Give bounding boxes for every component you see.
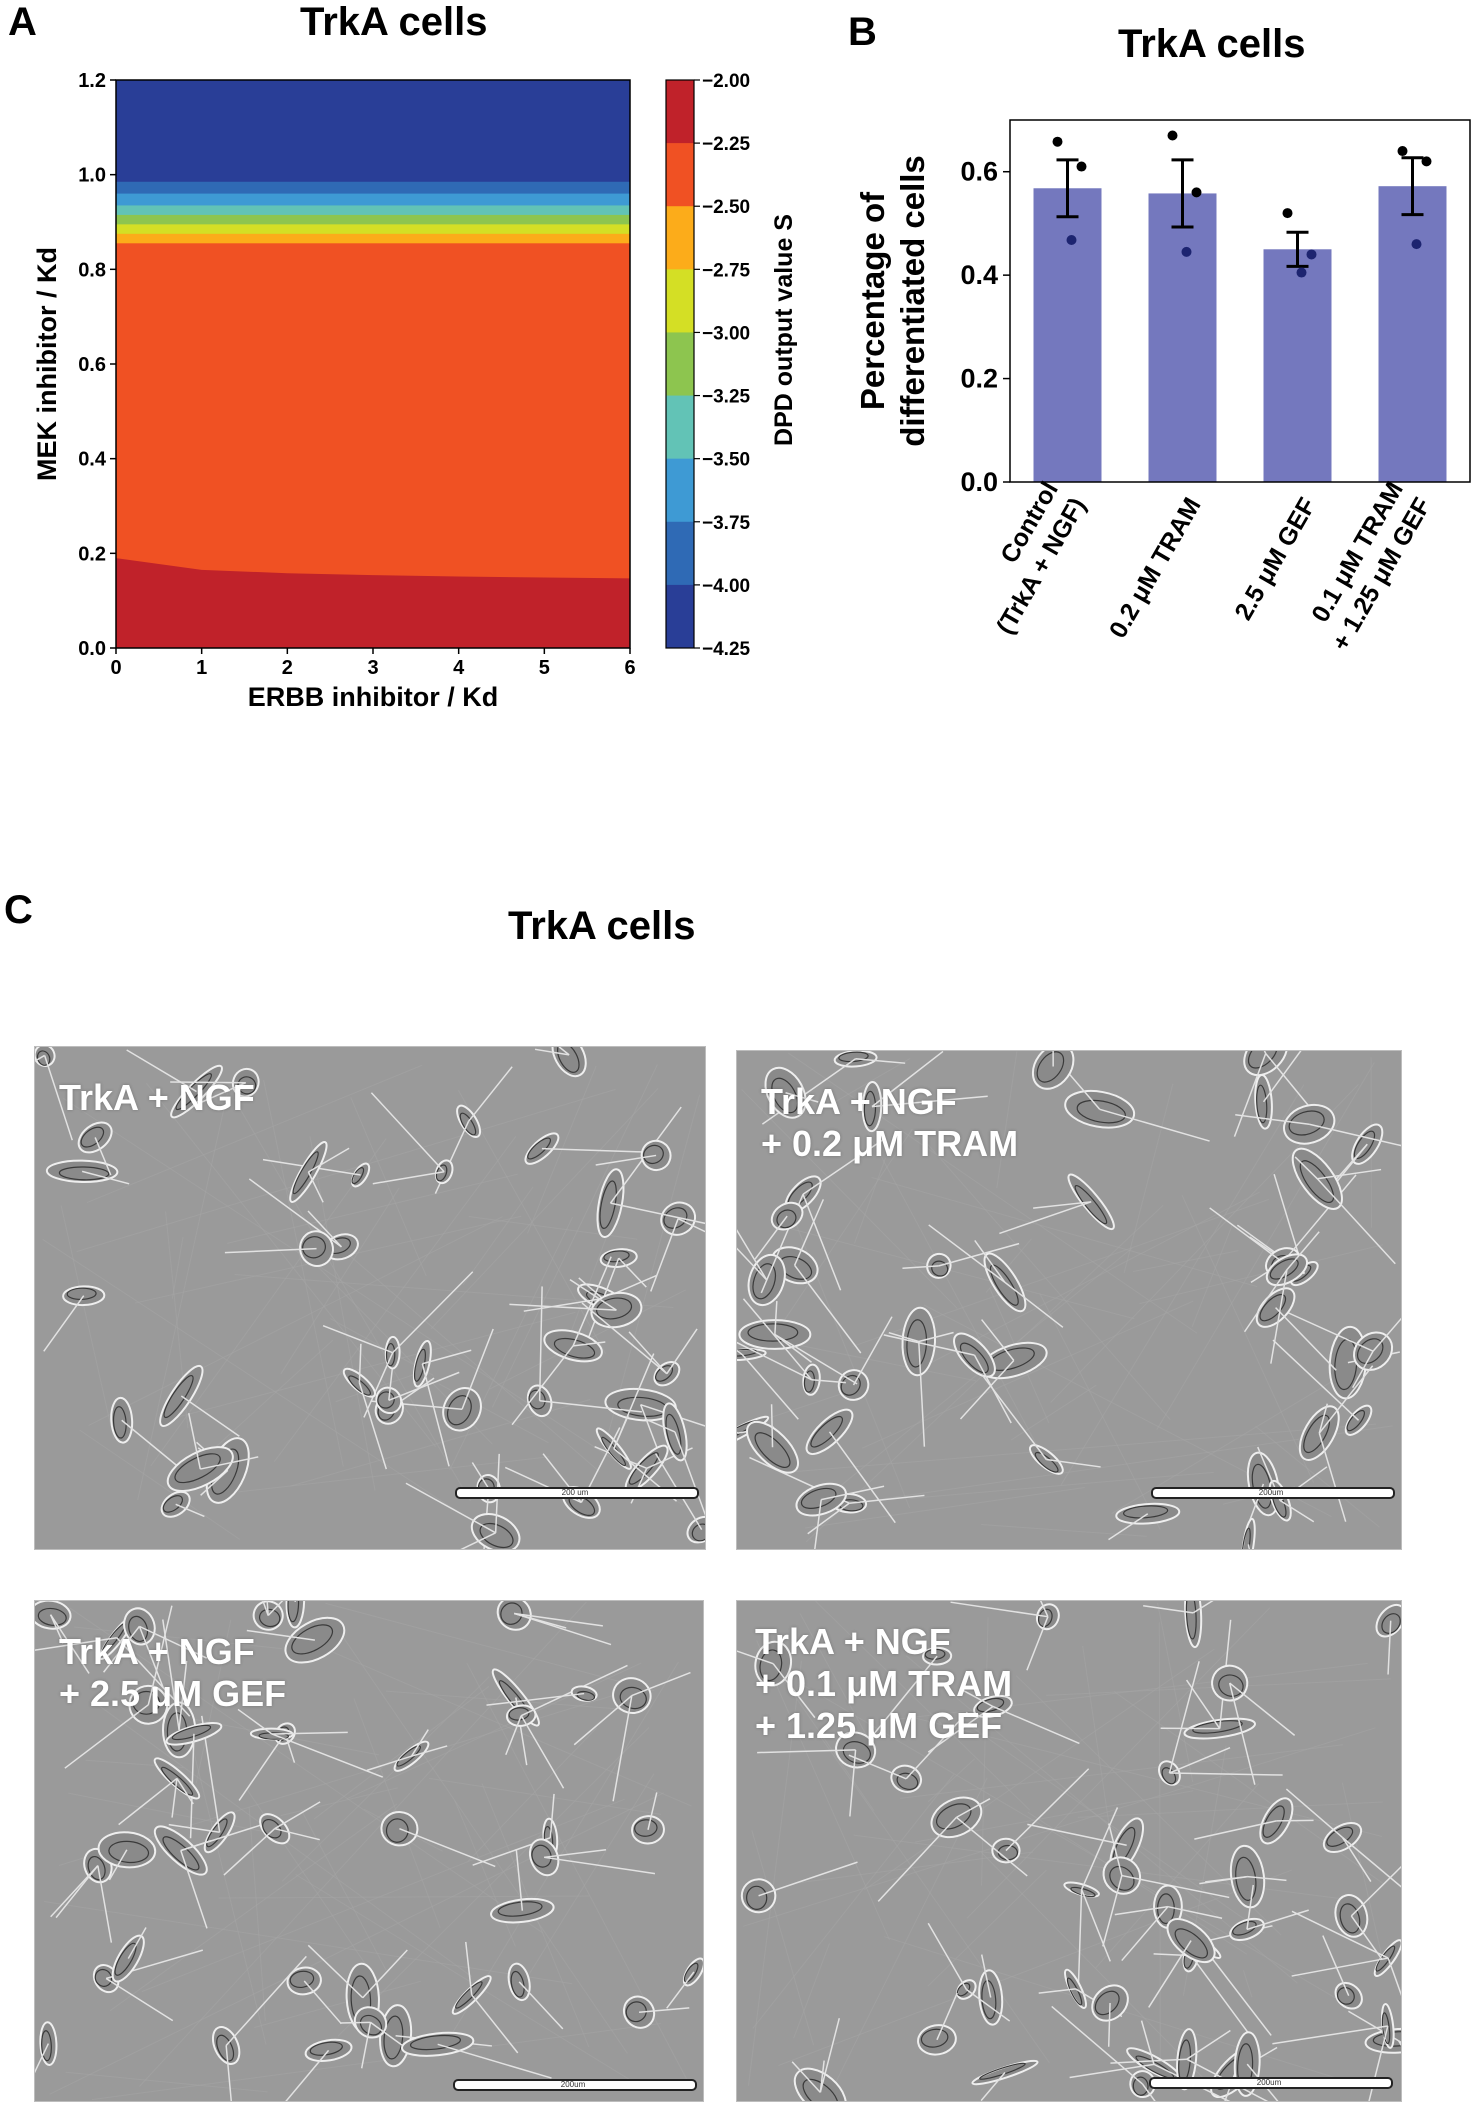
colorbar-level	[666, 585, 694, 649]
bar-2	[1264, 249, 1332, 482]
data-point	[1053, 137, 1063, 147]
colorbar-tick-label: −4.25	[702, 639, 751, 660]
micrograph-3: TrkA + NGF + 2.5 μM GEF 200um	[34, 1600, 704, 2102]
scale-text-1: 200 um	[545, 1488, 605, 1497]
scale-text-4: 200um	[1239, 2078, 1299, 2087]
panel-a-title: TrkA cells	[300, 0, 488, 45]
colorbar-level	[666, 80, 694, 144]
data-point	[1192, 187, 1202, 197]
data-point	[1283, 208, 1293, 218]
colorbar-tick-label: −3.00	[702, 323, 750, 344]
micrograph-4-label: TrkA + NGF + 0.1 μM TRAM + 1.25 μM GEF	[755, 1621, 1012, 1747]
bar-y-tick-label: 0.0	[960, 467, 998, 497]
data-point	[1168, 131, 1178, 141]
category-label: 0.2 μM TRAM	[1104, 493, 1207, 643]
colorbar-tick-label: −2.25	[702, 134, 751, 155]
bar-y-axis-label: Percentage ofdifferentiated cells	[854, 155, 931, 447]
bar-y-tick-label: 0.2	[960, 364, 998, 394]
x-axis-label: ERBB inhibitor / Kd	[248, 682, 498, 712]
colorbar-tick-label: −3.50	[702, 450, 750, 471]
category-label-group: Control(TrkA + NGF)	[963, 477, 1091, 639]
x-tick-label: 6	[624, 657, 635, 679]
colorbar-tick-label: −2.50	[702, 197, 750, 218]
x-tick-label: 0	[110, 657, 121, 679]
scale-text-3: 200um	[543, 2080, 603, 2089]
bar-3	[1379, 186, 1447, 482]
data-point	[1412, 239, 1422, 249]
panel-letter-b: B	[848, 10, 877, 55]
bar-y-axis-label-line: differentiated cells	[894, 155, 931, 447]
colorbar-level	[666, 332, 694, 396]
panel-letter-a: A	[8, 0, 37, 45]
data-point	[1307, 249, 1317, 259]
x-tick-label: 4	[453, 657, 465, 679]
panel-c-title: TrkA cells	[508, 904, 696, 949]
colorbar-tick-label: −2.75	[702, 260, 751, 281]
neurite	[772, 1404, 773, 1447]
panel-b-title: TrkA cells	[1118, 22, 1306, 67]
x-tick-label: 3	[367, 657, 378, 679]
panel-letter-c: C	[4, 888, 33, 933]
x-tick-label: 2	[282, 657, 293, 679]
micrograph-2-label: TrkA + NGF + 0.2 μM TRAM	[761, 1081, 1018, 1165]
y-axis-label: MEK inhibitor / Kd	[32, 247, 62, 481]
data-point	[1182, 247, 1192, 257]
category-label: 2.5 μM GEF	[1229, 493, 1321, 625]
data-point	[1077, 162, 1087, 172]
colorbar-tick-label: −4.00	[702, 576, 750, 597]
bar-0	[1034, 188, 1102, 482]
y-tick-label: 1.0	[78, 165, 106, 187]
neurite	[1276, 1820, 1313, 1821]
colorbar-level	[666, 396, 694, 460]
category-label-group: 0.2 μM TRAM	[1104, 493, 1207, 643]
y-tick-label: 1.2	[78, 70, 106, 92]
micrograph-1: TrkA + NGF 200 um	[34, 1046, 706, 1550]
cell-image-1	[35, 1047, 705, 1549]
colorbar-tick-label: −3.75	[702, 513, 751, 534]
colorbar-level	[666, 143, 694, 207]
bar-y-tick-label: 0.4	[960, 260, 998, 290]
category-label-group: 2.5 μM GEF	[1229, 493, 1321, 625]
x-tick-label: 1	[196, 657, 207, 679]
scale-text-2: 200um	[1241, 1488, 1301, 1497]
bar-y-axis-label-line: Percentage of	[854, 191, 891, 410]
y-tick-label: 0.2	[78, 543, 106, 565]
data-point	[1398, 146, 1408, 156]
micrograph-3-label: TrkA + NGF + 2.5 μM GEF	[59, 1631, 286, 1715]
colorbar-tick-label: −2.00	[702, 71, 750, 92]
data-point	[1067, 235, 1077, 245]
colorbar-level	[666, 269, 694, 333]
category-label-group: 0.1 μM TRAM+ 1.25 μM GEF	[1299, 477, 1437, 656]
micrograph-4: TrkA + NGF + 0.1 μM TRAM + 1.25 μM GEF 2…	[736, 1600, 1402, 2102]
colorbar-level	[666, 522, 694, 586]
bar-y-tick-label: 0.6	[960, 157, 998, 187]
y-tick-label: 0.8	[78, 259, 106, 281]
neurite	[340, 2022, 370, 2023]
y-tick-label: 0.4	[78, 449, 107, 471]
colorbar-tick-label: −3.25	[702, 387, 751, 408]
y-tick-label: 0.6	[78, 354, 106, 376]
micrograph-2: TrkA + NGF + 0.2 μM TRAM 200um	[736, 1050, 1402, 1550]
data-point	[1297, 268, 1307, 278]
y-tick-label: 0.0	[78, 638, 106, 660]
colorbar-label: DPD output value S	[770, 214, 798, 446]
data-point	[1422, 156, 1432, 166]
micrograph-1-label: TrkA + NGF	[59, 1077, 255, 1119]
bar-1	[1149, 193, 1217, 482]
colorbar-level	[666, 206, 694, 270]
colorbar-level	[666, 459, 694, 523]
x-tick-label: 5	[539, 657, 550, 679]
